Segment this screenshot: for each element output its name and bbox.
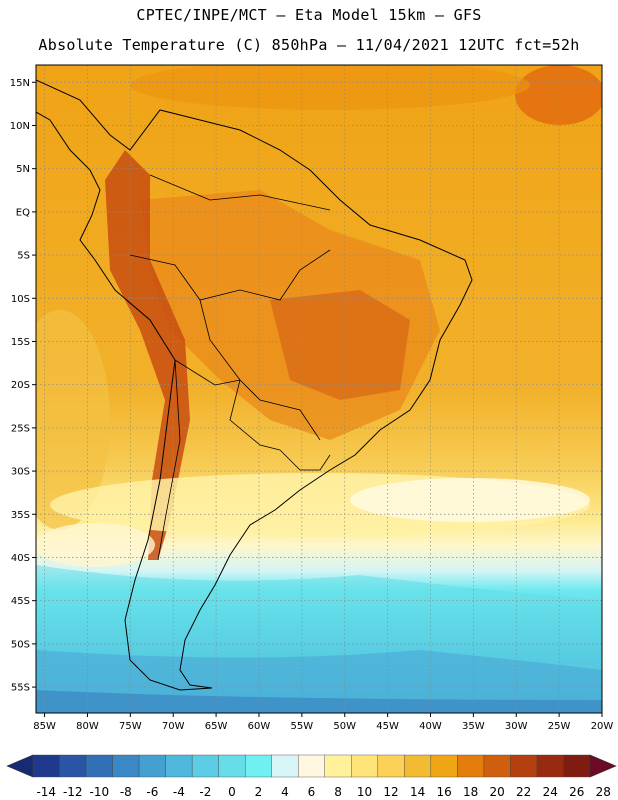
lat-tick-label: 45S <box>11 596 30 607</box>
lat-tick-label: 50S <box>11 639 30 650</box>
colorbar-label: 26 <box>569 785 584 799</box>
colorbar-arrow-low <box>6 754 34 778</box>
lat-tick-label: 5N <box>16 164 30 175</box>
lon-tick-label: 20W <box>591 721 614 732</box>
longitude-axis: 85W 80W 75W 70W 65W 60W 55W 50W 45W 40W 35W 30W 25W 2… <box>33 713 613 732</box>
colorbar-swatch <box>377 754 405 778</box>
colorbar-label: 8 <box>334 785 342 799</box>
lon-tick-label: 40W <box>419 721 442 732</box>
lon-tick-label: 80W <box>76 721 99 732</box>
colorbar-label: -14 <box>36 785 56 799</box>
map-grid <box>36 65 602 713</box>
latitude-axis: 15N 10N 5N EQ 5S 10S 15S 20S 25S 30S 35S 40S 45S 50S 5… <box>10 78 36 694</box>
temperature-colorbar: -14 -12 -10 -8 -6 -4 -2 0 2 4 6 8 10 12 14 16 18 20 22 24 26… <box>6 754 617 799</box>
colorbar-swatch <box>563 754 591 778</box>
colorbar-label: 22 <box>516 785 531 799</box>
colorbar-label: -8 <box>120 785 132 799</box>
lon-tick-label: 55W <box>291 721 314 732</box>
colorbar-label: 24 <box>543 785 558 799</box>
colorbar-swatch <box>324 754 352 778</box>
lat-tick-label: 25S <box>11 423 30 434</box>
colorbar-swatch <box>351 754 379 778</box>
coastline <box>36 79 473 691</box>
colorbar-label: 20 <box>490 785 505 799</box>
colorbar-swatch <box>298 754 325 778</box>
lat-tick-label: 15S <box>11 337 30 348</box>
colorbar-label: 2 <box>255 785 263 799</box>
map-frame <box>35 64 603 714</box>
colorbar-swatch <box>536 754 564 778</box>
colorbar-swatch <box>457 754 485 778</box>
lat-tick-label: 15N <box>10 78 30 89</box>
country-borders <box>129 174 331 561</box>
lat-tick-label: 55S <box>11 683 30 694</box>
lon-tick-label: 45W <box>376 721 399 732</box>
lon-tick-label: 25W <box>548 721 571 732</box>
colorbar-label: 0 <box>228 785 236 799</box>
colorbar-swatch <box>85 754 113 778</box>
colorbar-swatch <box>271 754 299 778</box>
colorbar-arrow-high <box>589 754 617 778</box>
lat-tick-label: EQ <box>16 207 30 218</box>
lon-tick-label: 70W <box>162 721 185 732</box>
colorbar-swatch <box>138 754 166 778</box>
lon-tick-label: 35W <box>462 721 485 732</box>
lon-tick-label: 30W <box>505 721 528 732</box>
colorbar-swatch <box>112 754 140 778</box>
lat-tick-label: 20S <box>11 380 30 391</box>
lat-tick-label: 30S <box>11 467 30 478</box>
colorbar-swatch <box>59 754 87 778</box>
colorbar-label: 4 <box>281 785 289 799</box>
colorbar-label: 12 <box>383 785 398 799</box>
lat-tick-label: 10N <box>10 121 30 132</box>
temperature-field <box>36 65 602 713</box>
lon-tick-label: 65W <box>205 721 228 732</box>
colorbar-label: -4 <box>173 785 185 799</box>
colorbar-label: -2 <box>199 785 211 799</box>
colorbar-label: 16 <box>436 785 451 799</box>
lon-tick-label: 75W <box>119 721 142 732</box>
lat-tick-label: 40S <box>11 553 30 564</box>
colorbar-label: 28 <box>596 785 611 799</box>
colorbar-label: -10 <box>90 785 110 799</box>
colorbar-swatch <box>404 754 432 778</box>
lat-tick-label: 35S <box>11 510 30 521</box>
colorbar-label: -6 <box>146 785 158 799</box>
colorbar-swatch <box>218 754 246 778</box>
lon-tick-label: 60W <box>248 721 271 732</box>
colorbar-swatch <box>430 754 458 778</box>
colorbar-label: 10 <box>357 785 372 799</box>
map-title: CPTEC/INPE/MCT – Eta Model 15km – GFS <box>136 6 482 24</box>
colorbar-label: 6 <box>308 785 316 799</box>
map-subtitle: Absolute Temperature (C) 850hPa – 11/04/… <box>38 36 580 54</box>
colorbar-swatch <box>191 754 219 778</box>
colorbar-swatch <box>32 754 60 778</box>
colorbar-label: -12 <box>63 785 83 799</box>
lon-tick-label: 50W <box>333 721 356 732</box>
lat-tick-label: 10S <box>11 294 30 305</box>
colorbar-swatch <box>510 754 538 778</box>
colorbar-swatch <box>244 754 272 778</box>
colorbar-swatch <box>483 754 511 778</box>
colorbar-label: 14 <box>410 785 425 799</box>
lon-tick-label: 85W <box>33 721 56 732</box>
colorbar-swatch <box>165 754 193 778</box>
colorbar-label: 18 <box>463 785 478 799</box>
lat-tick-label: 5S <box>17 251 30 262</box>
